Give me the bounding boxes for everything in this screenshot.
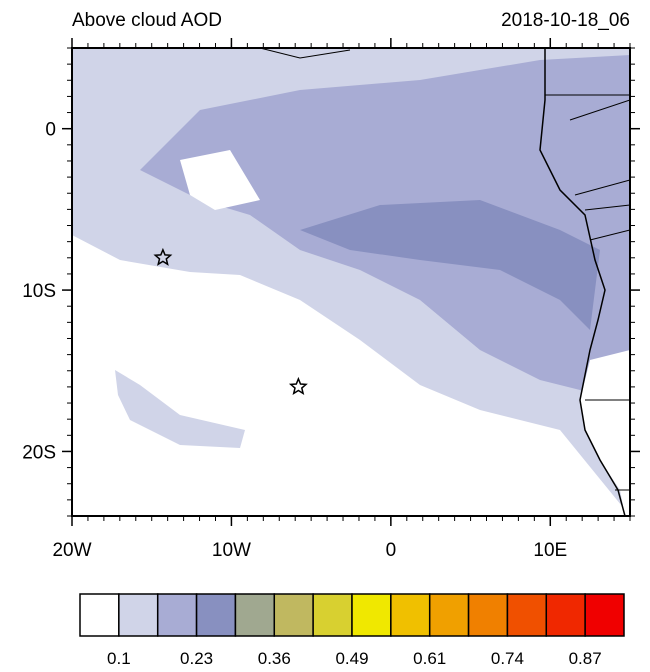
title: Above cloud AOD [72, 10, 222, 31]
y-tick-label: 0 [45, 120, 56, 141]
aod-dark [300, 200, 600, 330]
plot-frame [71, 47, 631, 517]
cloud-gap [180, 150, 260, 210]
colorbar-swatch [79, 593, 120, 637]
colorbar-swatch [195, 593, 237, 637]
aod-tongue [115, 370, 245, 448]
station-marker [153, 247, 173, 266]
timestamp: 2018-10-18_06 [501, 10, 630, 31]
colorbar-swatch [545, 593, 586, 637]
coastline [539, 48, 626, 516]
land-mask [580, 350, 630, 516]
colorbar-label: 0.61 [413, 649, 446, 667]
colorbar-swatch [390, 593, 431, 637]
colorbar-label: 0.87 [569, 649, 602, 667]
colorbar-swatch [273, 593, 314, 637]
colorbar-swatch [351, 593, 392, 637]
y-tick-label: 20S [22, 442, 56, 463]
colorbar-swatch [584, 593, 625, 637]
y-tick-label: 10S [22, 281, 56, 302]
colorbar-swatch [428, 593, 470, 637]
colorbar-label: 0.74 [491, 649, 524, 667]
colorbar-swatch [234, 593, 276, 637]
colorbar-swatch [312, 593, 353, 637]
colorbar-swatch [506, 593, 548, 637]
borders [259, 48, 630, 491]
colorbar-label: 0.1 [107, 649, 131, 667]
x-tick-label: 10W [212, 540, 251, 561]
colorbar-swatch [156, 593, 198, 637]
colorbar-swatch [467, 593, 509, 637]
station-marker [288, 376, 308, 395]
colorbar-label: 0.36 [258, 649, 291, 667]
x-tick-label: 10E [533, 540, 567, 561]
colorbar-label: 0.49 [335, 649, 368, 667]
x-tick-label: 0 [386, 540, 397, 561]
x-tick-label: 20W [52, 540, 91, 561]
minor-ticks [67, 43, 635, 521]
aod-field [72, 48, 630, 516]
colorbar-swatch [118, 593, 159, 637]
colorbar-label: 0.23 [180, 649, 213, 667]
